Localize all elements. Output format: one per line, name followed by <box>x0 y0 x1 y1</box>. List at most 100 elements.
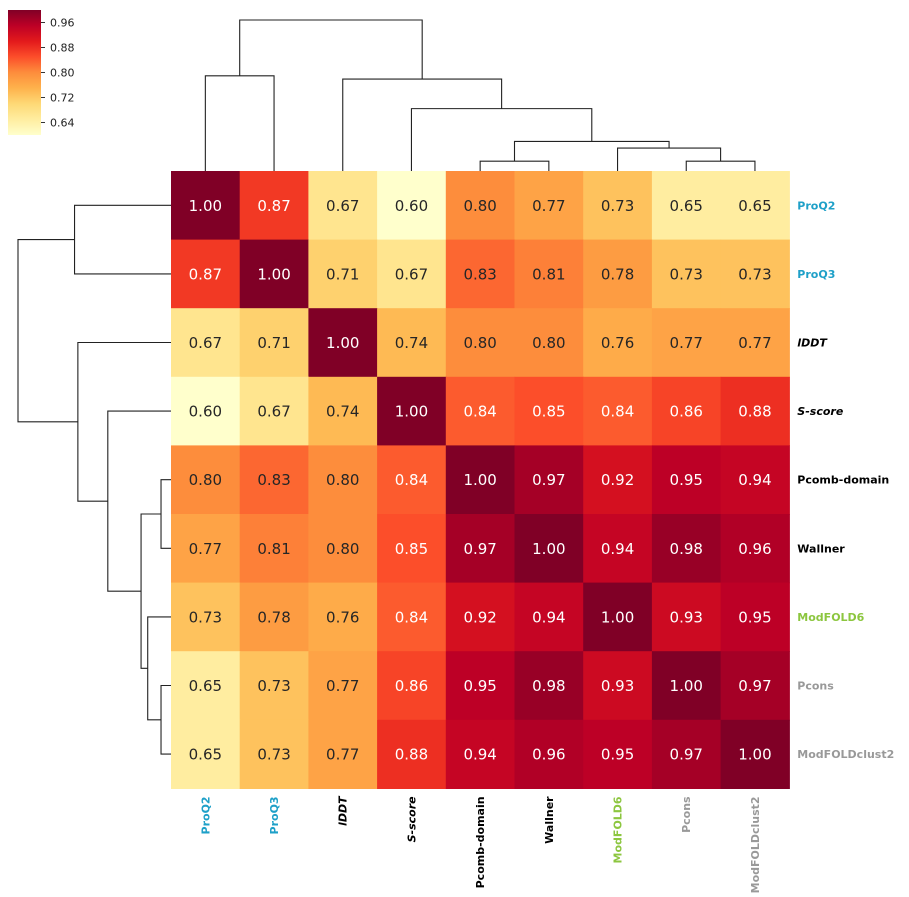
cell-value: 0.95 <box>670 471 703 489</box>
cell-value: 0.67 <box>326 197 359 215</box>
cell-value: 0.60 <box>395 197 428 215</box>
cell-value: 0.93 <box>670 608 703 626</box>
cell-7-6 <box>583 651 653 721</box>
cell-6-8 <box>720 582 790 652</box>
row-dendrogram-link <box>147 616 171 721</box>
row-dendrogram-link <box>160 684 171 755</box>
cell-value: 0.96 <box>532 746 565 764</box>
cell-8-8 <box>720 719 790 789</box>
cell-value: 1.00 <box>670 677 703 695</box>
cell-value: 0.80 <box>189 471 222 489</box>
cell-value: 0.94 <box>532 608 565 626</box>
cell-value: 0.77 <box>189 540 222 558</box>
cell-value: 1.00 <box>463 471 496 489</box>
cell-1-2 <box>308 239 378 309</box>
cell-value: 0.98 <box>670 540 703 558</box>
cell-value: 0.86 <box>670 403 703 421</box>
cell-2-0 <box>171 308 241 378</box>
column-label-modfoldclust2: ModFOLDclust2 <box>749 796 762 893</box>
cell-4-3 <box>377 445 447 515</box>
cell-3-5 <box>514 376 584 446</box>
cell-value: 0.80 <box>532 334 565 352</box>
cell-value: 0.73 <box>601 197 634 215</box>
cell-value: 0.60 <box>189 403 222 421</box>
column-label-pcons: Pcons <box>680 796 693 833</box>
cell-2-2 <box>308 308 378 378</box>
cell-8-2 <box>308 719 378 789</box>
row-label-s-score: S-score <box>797 405 844 418</box>
cell-1-5 <box>514 239 584 309</box>
cell-value: 0.71 <box>257 334 290 352</box>
cell-2-8 <box>720 308 790 378</box>
heatmap-cells: 1.00 0.87 0.67 0.60 0.80 0.77 0.73 0.65 0.65 0.87… <box>171 171 790 789</box>
cell-value: 0.85 <box>395 540 428 558</box>
column-label-s-score: S-score <box>405 796 418 843</box>
cell-value: 0.92 <box>463 608 496 626</box>
cell-value: 1.00 <box>326 334 359 352</box>
cell-0-3 <box>377 171 447 241</box>
cell-5-7 <box>651 514 722 584</box>
row-label-pcomb-domain: Pcomb-domain <box>797 474 889 487</box>
row-dendrogram <box>17 204 171 755</box>
cell-7-3 <box>377 651 447 721</box>
cell-value: 0.97 <box>532 471 565 489</box>
cell-4-0 <box>171 445 241 515</box>
cell-0-0 <box>171 171 241 241</box>
column-dendrogram-link <box>617 147 722 171</box>
cell-value: 0.80 <box>326 471 359 489</box>
cell-value: 0.65 <box>189 677 222 695</box>
cell-5-6 <box>583 514 653 584</box>
cell-3-1 <box>239 376 309 446</box>
cell-4-8 <box>720 445 790 515</box>
cell-value: 0.74 <box>326 403 359 421</box>
cell-6-7 <box>651 582 722 652</box>
cell-value: 0.84 <box>395 471 428 489</box>
row-label-proq2: ProQ2 <box>797 199 835 212</box>
cell-3-4 <box>445 376 516 446</box>
cell-2-4 <box>445 308 516 378</box>
cell-8-6 <box>583 719 653 789</box>
cell-7-1 <box>239 651 309 721</box>
cell-value: 0.92 <box>601 471 634 489</box>
cell-value: 0.77 <box>326 677 359 695</box>
cell-1-6 <box>583 239 653 309</box>
column-dendrogram-link <box>204 75 275 171</box>
column-label-wallner: Wallner <box>543 796 556 844</box>
cell-7-0 <box>171 651 241 721</box>
column-label-modfold6: ModFOLD6 <box>612 796 625 863</box>
row-label-pcons: Pcons <box>797 680 834 693</box>
colorbar: 0.96 0.88 0.80 0.72 0.64 <box>8 10 75 135</box>
colorbar-gradient <box>8 10 41 135</box>
cell-6-1 <box>239 582 309 652</box>
cell-value: 1.00 <box>532 540 565 558</box>
cell-2-5 <box>514 308 584 378</box>
row-labels: ProQ2 ProQ3 lDDT S-score Pcomb-domain Wallner… <box>797 199 894 761</box>
cell-value: 0.93 <box>601 677 634 695</box>
cell-value: 0.67 <box>257 403 290 421</box>
cell-value: 1.00 <box>189 197 222 215</box>
cell-value: 0.94 <box>601 540 634 558</box>
cell-8-5 <box>514 719 584 789</box>
cell-1-1 <box>239 239 309 309</box>
cell-0-5 <box>514 171 584 241</box>
cell-1-7 <box>651 239 722 309</box>
cell-0-1 <box>239 171 309 241</box>
cell-value: 0.78 <box>601 265 634 283</box>
cell-0-8 <box>720 171 790 241</box>
cell-value: 0.67 <box>189 334 222 352</box>
cell-3-6 <box>583 376 653 446</box>
cell-2-6 <box>583 308 653 378</box>
cell-3-0 <box>171 376 241 446</box>
cell-value: 0.73 <box>189 608 222 626</box>
colorbar-ticks: 0.96 0.88 0.80 0.72 0.64 <box>41 17 75 130</box>
cell-1-8 <box>720 239 790 309</box>
cell-value: 0.65 <box>189 746 222 764</box>
cell-4-7 <box>651 445 722 515</box>
cell-2-3 <box>377 308 447 378</box>
column-dendrogram-link <box>342 78 503 171</box>
cell-value: 0.80 <box>463 197 496 215</box>
row-label-modfold6: ModFOLD6 <box>797 611 864 624</box>
cell-value: 0.74 <box>395 334 428 352</box>
cell-value: 0.84 <box>601 403 634 421</box>
